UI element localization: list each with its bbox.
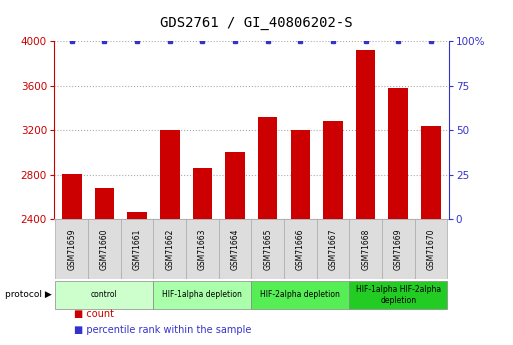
Text: HIF-1alpha HIF-2alpha
depletion: HIF-1alpha HIF-2alpha depletion xyxy=(356,285,441,305)
Bar xyxy=(225,152,245,345)
Bar xyxy=(153,219,186,279)
Bar xyxy=(251,219,284,279)
Bar xyxy=(251,281,349,309)
Bar xyxy=(349,219,382,279)
Bar xyxy=(88,219,121,279)
Bar xyxy=(323,121,343,345)
Bar xyxy=(258,117,278,345)
Bar xyxy=(356,50,376,345)
Bar xyxy=(219,219,251,279)
Bar xyxy=(160,130,180,345)
Text: GSM71669: GSM71669 xyxy=(394,228,403,270)
Bar xyxy=(121,219,153,279)
Bar xyxy=(415,219,447,279)
Text: GSM71663: GSM71663 xyxy=(198,228,207,270)
Text: GSM71662: GSM71662 xyxy=(165,229,174,270)
Text: GDS2761 / GI_40806202-S: GDS2761 / GI_40806202-S xyxy=(160,16,353,30)
Bar xyxy=(95,188,114,345)
Text: HIF-2alpha depletion: HIF-2alpha depletion xyxy=(261,290,340,299)
Bar xyxy=(62,174,82,345)
Bar xyxy=(153,281,251,309)
Bar xyxy=(349,281,447,309)
Text: GSM71667: GSM71667 xyxy=(328,228,338,270)
Bar xyxy=(186,219,219,279)
Text: GSM71668: GSM71668 xyxy=(361,229,370,270)
Bar xyxy=(290,130,310,345)
Text: ■ count: ■ count xyxy=(74,309,114,319)
Text: GSM71660: GSM71660 xyxy=(100,228,109,270)
Bar xyxy=(55,281,153,309)
Bar xyxy=(284,219,317,279)
Bar xyxy=(421,126,441,345)
Bar xyxy=(127,213,147,345)
Text: GSM71666: GSM71666 xyxy=(296,228,305,270)
Bar xyxy=(55,219,88,279)
Text: GSM71670: GSM71670 xyxy=(426,228,436,270)
Text: HIF-1alpha depletion: HIF-1alpha depletion xyxy=(163,290,242,299)
Text: GSM71659: GSM71659 xyxy=(67,228,76,270)
Text: GSM71664: GSM71664 xyxy=(230,228,240,270)
Text: ■ percentile rank within the sample: ■ percentile rank within the sample xyxy=(74,325,252,335)
Text: protocol ▶: protocol ▶ xyxy=(5,290,51,299)
Bar xyxy=(382,219,415,279)
Text: GSM71661: GSM71661 xyxy=(133,229,142,270)
Text: GSM71665: GSM71665 xyxy=(263,228,272,270)
Bar xyxy=(388,88,408,345)
Text: control: control xyxy=(91,290,118,299)
Bar xyxy=(317,219,349,279)
Bar xyxy=(192,168,212,345)
